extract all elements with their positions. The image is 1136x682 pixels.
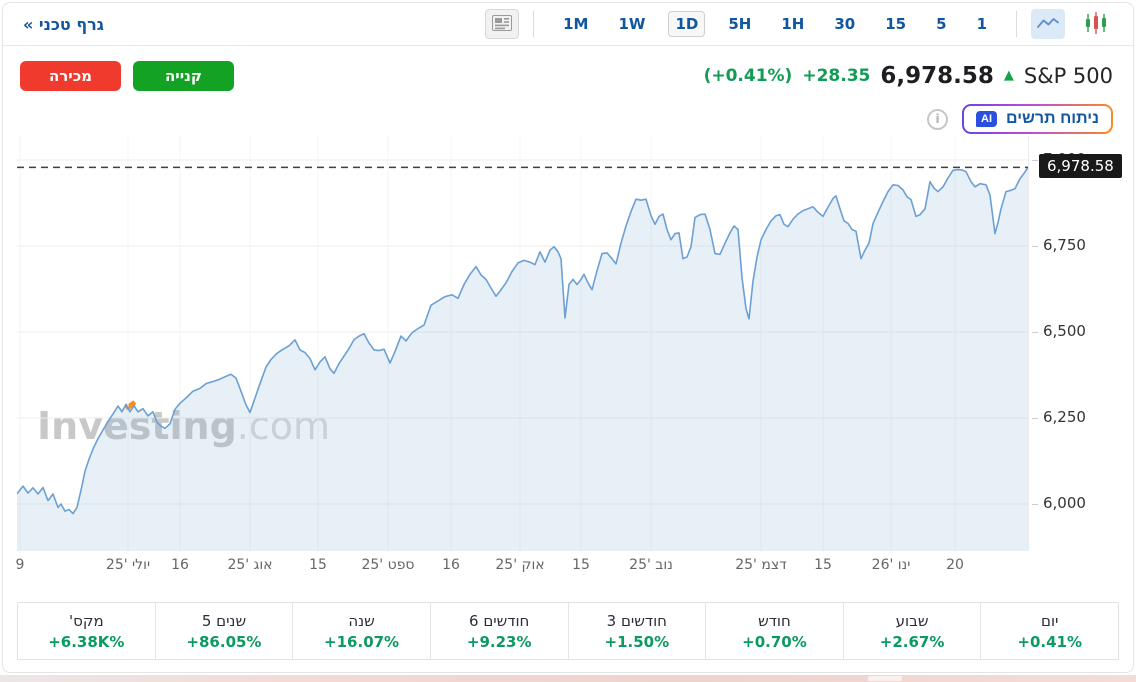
perf-value: +2.67% (879, 632, 945, 651)
timeframe-group: 1M 1W 1D 5H 1H 30 15 5 1 (556, 11, 994, 37)
buy-button[interactable]: קנייה (133, 61, 234, 91)
price-plot[interactable] (17, 136, 1028, 551)
y-axis-label: 6,000 (1032, 494, 1086, 512)
area-fill (17, 167, 1028, 551)
timeframe-1m[interactable]: 1M (556, 11, 595, 37)
info-icon[interactable]: i (927, 108, 949, 130)
timeframe-1[interactable]: 1 (970, 11, 994, 37)
toolbar-divider (1016, 11, 1017, 37)
timeframe-1h[interactable]: 1H (774, 11, 811, 37)
ai-badge: AI (976, 111, 998, 127)
x-axis-label: 20 (946, 557, 964, 573)
page-below-strip (0, 675, 1136, 682)
perf-label: 5 שנים (201, 611, 247, 630)
perf-value: +16.07% (324, 632, 400, 651)
x-axis-label: 25' יולי (105, 557, 151, 573)
instrument-name: S&P 500 (1023, 64, 1113, 88)
news-panel-button[interactable] (485, 9, 520, 39)
price-header: מכירה קנייה (+0.41%) +28.35 6,978.58 ▲ S… (3, 46, 1133, 94)
performance-table: יום +0.41% שבוע +2.67% חודש +0.70% 3 חוד… (17, 602, 1119, 660)
analysis-row: i AI ניתוח תרשים (3, 94, 1133, 136)
sell-button[interactable]: מכירה (20, 61, 121, 91)
y-axis-label: 6,500 (1032, 322, 1086, 340)
x-axis-label: 15 (572, 557, 590, 573)
x-axis-label: 25' נוב (629, 557, 673, 573)
perf-label: יום (1040, 611, 1059, 630)
strip-highlight (868, 676, 902, 681)
perf-value: +0.41% (1017, 632, 1082, 651)
change-percent: (+0.41%) (703, 66, 793, 86)
x-axis-label: 9 (15, 557, 25, 573)
ai-chart-analysis-button[interactable]: AI ניתוח תרשים (962, 104, 1113, 134)
price-line (17, 166, 1028, 515)
perf-cell-3-months: 3 חודשים +1.50% (567, 603, 706, 659)
y-axis-label: 6,250 (1032, 408, 1086, 426)
perf-cell-year: שנה +16.07% (292, 603, 430, 659)
timeframe-5[interactable]: 5 (929, 11, 953, 37)
technical-chart-link[interactable]: גרף טכני » (23, 14, 104, 34)
perf-value: +1.50% (604, 632, 670, 651)
y-axis-label: 6,750 (1032, 236, 1086, 254)
perf-label: מקס' (68, 611, 104, 630)
candlestick-icon (1084, 11, 1108, 37)
perf-label: שבוע (895, 611, 929, 630)
news-layout-icon (492, 14, 513, 34)
perf-cell-week: שבוע +2.67% (842, 603, 981, 659)
y-axis-border (1028, 136, 1029, 551)
timeframe-30[interactable]: 30 (827, 11, 862, 37)
chart-toolbar: גרף טכני » 1M 1W 1D 5H 1H 30 15 5 1 (3, 3, 1133, 46)
change-value: +28.35 (802, 66, 871, 86)
trade-buttons: מכירה קנייה (20, 61, 234, 91)
perf-cell-day: יום +0.41% (980, 603, 1118, 659)
timeframe-15[interactable]: 15 (878, 11, 913, 37)
perf-label: 3 חודשים (606, 611, 667, 630)
last-price-badge: 6,978.58 (1039, 154, 1122, 179)
timeframe-5h[interactable]: 5H (721, 11, 758, 37)
price-block: (+0.41%) +28.35 6,978.58 ▲ S&P 500 (704, 63, 1113, 89)
x-axis-label: 25' אוק (495, 557, 545, 573)
up-arrow-icon: ▲ (1003, 67, 1014, 83)
x-axis-label: 15 (814, 557, 832, 573)
perf-value: +6.38K% (48, 632, 125, 651)
perf-cell-max: מקס' +6.38K% (18, 603, 155, 659)
candlestick-type-button[interactable] (1079, 9, 1113, 39)
ai-button-label: ניתוח תרשים (1006, 110, 1099, 127)
perf-label: שנה (348, 611, 375, 630)
x-axis-label: 25' אוג (227, 557, 273, 573)
perf-value: +9.23% (466, 632, 532, 651)
perf-label: 6 חודשים (469, 611, 530, 630)
perf-label: חודש (758, 611, 791, 630)
line-chart-icon (1037, 16, 1059, 33)
x-axis-label: 26' ינו (871, 557, 911, 573)
line-chart-type-button[interactable] (1031, 9, 1065, 39)
perf-cell-6-months: 6 חודשים +9.23% (429, 603, 568, 659)
perf-value: +86.05% (186, 632, 262, 651)
toolbar-divider (533, 11, 535, 37)
last-price: 6,978.58 (880, 63, 994, 89)
perf-value: +0.70% (742, 632, 807, 651)
perf-cell-month: חודש +0.70% (705, 603, 843, 659)
x-axis-label: 25' דצמ (735, 557, 787, 573)
x-axis-label: 16 (442, 557, 460, 573)
chart-area[interactable]: Investing.com 6,978.58 7,0006,7506,5006,… (3, 136, 1133, 588)
timeframe-1d[interactable]: 1D (668, 11, 706, 37)
x-axis-label: 25' ספט (361, 557, 415, 573)
x-axis-label: 15 (309, 557, 327, 573)
x-axis-label: 16 (171, 557, 189, 573)
perf-cell-5-years: 5 שנים +86.05% (154, 603, 293, 659)
timeframe-1w[interactable]: 1W (612, 11, 653, 37)
toolbar-right-group: 1M 1W 1D 5H 1H 30 15 5 1 (485, 9, 1113, 39)
